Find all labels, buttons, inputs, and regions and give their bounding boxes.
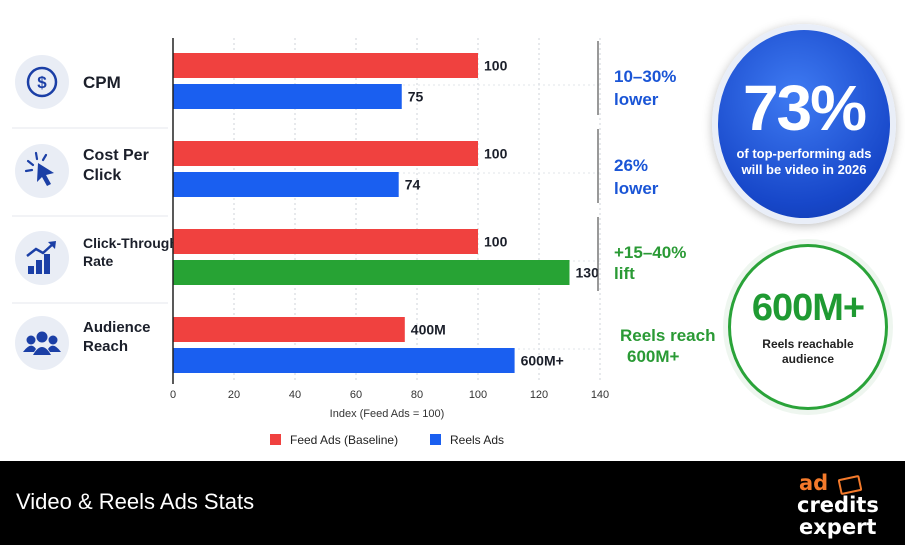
x-tick-label: 140 bbox=[591, 389, 609, 401]
x-tick-label: 80 bbox=[411, 389, 423, 401]
bar-value-label: 400M bbox=[411, 322, 446, 338]
bar bbox=[173, 84, 402, 109]
reach-value: 600M+ bbox=[751, 287, 865, 329]
annotation-text: 10–30% bbox=[614, 67, 676, 86]
category-label: Click-Through Rate bbox=[83, 235, 178, 269]
logo-line-ad: ad bbox=[799, 471, 829, 495]
reach-stat-circle: 600M+ Reels reachable audience bbox=[728, 244, 888, 410]
category-label: CPM bbox=[83, 73, 121, 92]
x-tick-label: 40 bbox=[289, 389, 301, 401]
comparison-bar-chart: $ CPM Cost Per Click Click-Through Rate Audie… bbox=[12, 38, 715, 447]
cursor-click-icon bbox=[15, 144, 69, 198]
annotation-text: +15–40% bbox=[614, 243, 686, 262]
growth-chart-icon bbox=[15, 231, 69, 285]
footer-bar: Video & Reels Ads Stats ad credits exper… bbox=[0, 461, 905, 545]
category-label: Audience Reach bbox=[83, 319, 151, 355]
x-tick-label: 0 bbox=[170, 389, 176, 401]
bar-value-label: 74 bbox=[405, 177, 421, 193]
category-label: Cost Per Click bbox=[83, 147, 149, 184]
bar bbox=[173, 53, 478, 78]
bar bbox=[173, 229, 478, 254]
logo-line-credits: credits bbox=[797, 493, 879, 517]
x-tick-label: 20 bbox=[228, 389, 240, 401]
video-share-value: 73% bbox=[742, 72, 867, 144]
x-axis: 0 20 40 60 80 100 120 140 Index (Feed Ads = 100) bbox=[170, 38, 609, 420]
annotations: 10–30% lower 26% lower +15–40% lift Reels reac… bbox=[597, 41, 715, 366]
legend-swatch bbox=[430, 434, 441, 445]
bar bbox=[173, 317, 405, 342]
video-share-stat-circle: 73% of top-performing ads will be video … bbox=[712, 24, 896, 224]
annotation-text: lift bbox=[614, 264, 635, 283]
people-icon bbox=[15, 316, 69, 370]
legend-swatch bbox=[270, 434, 281, 445]
category-labels: CPM Cost Per Click Click-Through Rate Audienc… bbox=[83, 73, 178, 355]
bar bbox=[173, 172, 399, 197]
legend-entry: Reels Ads bbox=[450, 433, 504, 447]
bar-value-label: 600M+ bbox=[521, 353, 564, 369]
annotation-text: 600M+ bbox=[627, 347, 680, 366]
reach-caption: Reels reachable audience bbox=[762, 337, 854, 366]
x-tick-label: 120 bbox=[530, 389, 548, 401]
bar bbox=[173, 260, 570, 285]
brand-logo: ad credits expert bbox=[797, 471, 897, 541]
annotation-text: 26% bbox=[614, 156, 648, 175]
footer-title: Video & Reels Ads Stats bbox=[16, 489, 255, 514]
annotation-text: Reels reach bbox=[620, 326, 715, 345]
logo-line-expert: expert bbox=[799, 515, 877, 539]
video-share-caption: of top-performing ads will be video in 2… bbox=[736, 146, 872, 177]
x-axis-label: Index (Feed Ads = 100) bbox=[330, 408, 445, 420]
bar-value-label: 130 bbox=[576, 265, 600, 281]
bar bbox=[173, 348, 515, 373]
bar-value-label: 75 bbox=[408, 89, 424, 105]
x-tick-label: 60 bbox=[350, 389, 362, 401]
annotation-text: lower bbox=[614, 90, 659, 109]
bar bbox=[173, 141, 478, 166]
bars: 100 75 100 74 100 130 400M 600M+ bbox=[173, 53, 599, 373]
bar-value-label: 100 bbox=[484, 58, 508, 74]
legend-entry: Feed Ads (Baseline) bbox=[290, 433, 398, 447]
category-icons: $ bbox=[15, 55, 69, 370]
annotation-text: lower bbox=[614, 179, 659, 198]
bar-value-label: 100 bbox=[484, 234, 508, 250]
bar-value-label: 100 bbox=[484, 146, 508, 162]
dollar-icon: $ bbox=[15, 55, 69, 109]
x-tick-label: 100 bbox=[469, 389, 487, 401]
legend: Feed Ads (Baseline) Reels Ads bbox=[270, 433, 504, 447]
svg-text:$: $ bbox=[37, 73, 47, 92]
